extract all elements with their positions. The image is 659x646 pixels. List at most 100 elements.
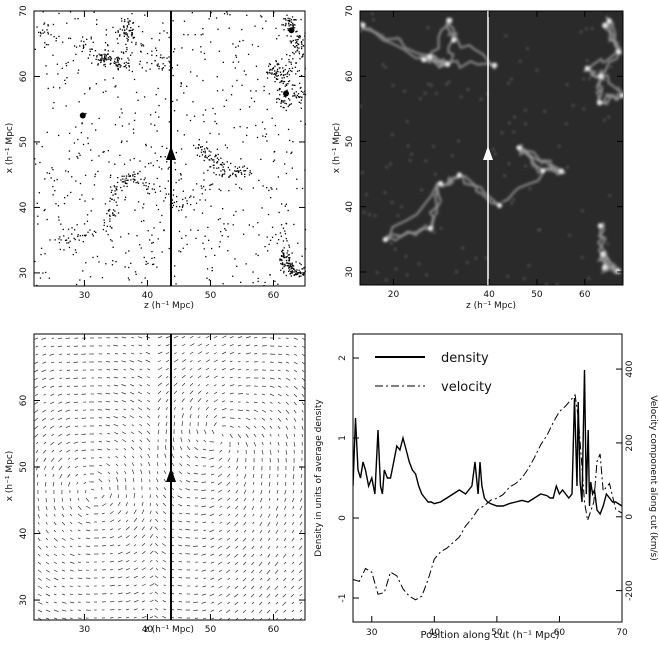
velocity-vector: [77, 529, 81, 532]
velocity-vector: [242, 537, 247, 542]
velocity-vector: [154, 583, 159, 587]
velocity-vector: [283, 577, 287, 582]
particle-point: [68, 37, 70, 39]
particle-point: [293, 27, 296, 29]
velocity-vector: [67, 393, 71, 396]
particle-point: [85, 43, 87, 46]
velocity-vector: [149, 559, 153, 563]
particle-point: [124, 179, 126, 181]
velocity-vector: [227, 457, 231, 462]
velocity-vector: [50, 441, 55, 446]
velocity-vector: [67, 465, 71, 469]
particle-point: [38, 31, 40, 33]
velocity-vector: [234, 521, 239, 526]
particle-point: [252, 271, 254, 273]
velocity-vector: [242, 585, 247, 590]
velocity-vector: [209, 593, 215, 597]
particle-point: [261, 16, 263, 18]
velocity-vector: [197, 336, 201, 339]
velocity-vector: [164, 445, 167, 451]
velocity-vector: [41, 377, 47, 381]
particle-point: [131, 29, 134, 31]
particle-point: [286, 73, 288, 75]
particle-point: [279, 259, 281, 262]
particle-point: [90, 38, 92, 40]
particle-point: [128, 173, 130, 175]
velocity-vector: [140, 469, 143, 475]
velocity-vector: [186, 446, 191, 451]
velocity-vector: [210, 465, 215, 468]
particle-point: [213, 164, 215, 166]
particle-point: [282, 67, 284, 69]
particle-point: [128, 266, 130, 269]
velocity-vector: [300, 537, 303, 541]
particle-point: [283, 252, 285, 254]
particle-point: [304, 90, 306, 93]
velocity-vector: [154, 550, 159, 555]
velocity-vector: [245, 352, 251, 355]
velocity-vector: [146, 430, 151, 435]
particle-point: [166, 32, 168, 34]
faint-structure: [512, 130, 516, 134]
particle-point: [163, 30, 165, 32]
particle-point: [149, 68, 151, 70]
filament: [360, 27, 423, 60]
velocity-vector: [69, 553, 75, 557]
velocity-vector: [229, 336, 234, 339]
particle-point: [77, 69, 80, 71]
velocity-vector: [201, 569, 207, 572]
velocity-vector: [85, 521, 91, 524]
particle-point: [227, 166, 229, 169]
velocity-vector: [243, 617, 247, 620]
velocity-vector: [203, 577, 207, 580]
particle-point: [153, 227, 155, 229]
velocity-vector: [218, 457, 223, 461]
faint-structure: [394, 248, 397, 251]
particle-point: [294, 46, 296, 48]
particle-point: [213, 172, 215, 174]
particle-point: [109, 215, 111, 217]
velocity-vector: [261, 417, 266, 421]
velocity-vector: [193, 601, 199, 604]
velocity-vector: [227, 561, 231, 565]
velocity-vector: [74, 465, 79, 469]
velocity-vector: [245, 465, 247, 469]
particle-point: [294, 24, 296, 26]
velocity-vector: [217, 577, 223, 581]
velocity-vector: [229, 367, 235, 371]
particle-point: [103, 61, 105, 63]
velocity-vector: [117, 501, 121, 507]
particle-point: [263, 89, 265, 92]
particle-point: [105, 53, 107, 56]
particle-point: [133, 78, 136, 81]
particle-point: [279, 81, 281, 84]
velocity-vector: [109, 528, 114, 531]
particle-point: [283, 70, 285, 72]
particle-point: [227, 223, 229, 225]
particle-point: [127, 21, 129, 23]
particle-point: [204, 109, 207, 111]
particle-point: [297, 43, 299, 45]
velocity-vector: [268, 497, 271, 501]
velocity-vector: [41, 369, 47, 373]
particle-point: [202, 33, 204, 35]
particle-point: [227, 250, 229, 252]
velocity-vector: [131, 424, 135, 427]
velocity-vector: [226, 593, 231, 597]
particle-point: [287, 105, 289, 108]
particle-point: [268, 93, 270, 95]
particle-point: [160, 54, 162, 56]
velocity-vector: [186, 496, 191, 499]
velocity-vector: [210, 497, 215, 500]
particle-point: [62, 228, 64, 231]
velocity-vector: [235, 513, 239, 517]
particle-point: [176, 201, 178, 203]
velocity-vector: [268, 537, 271, 541]
velocity-vector: [253, 345, 258, 347]
velocity-vector: [69, 569, 74, 572]
particle-point: [294, 269, 296, 272]
particle-point: [61, 67, 63, 69]
particle-point: [288, 58, 290, 61]
particle-point: [158, 166, 160, 168]
velocity-vector: [213, 359, 218, 363]
